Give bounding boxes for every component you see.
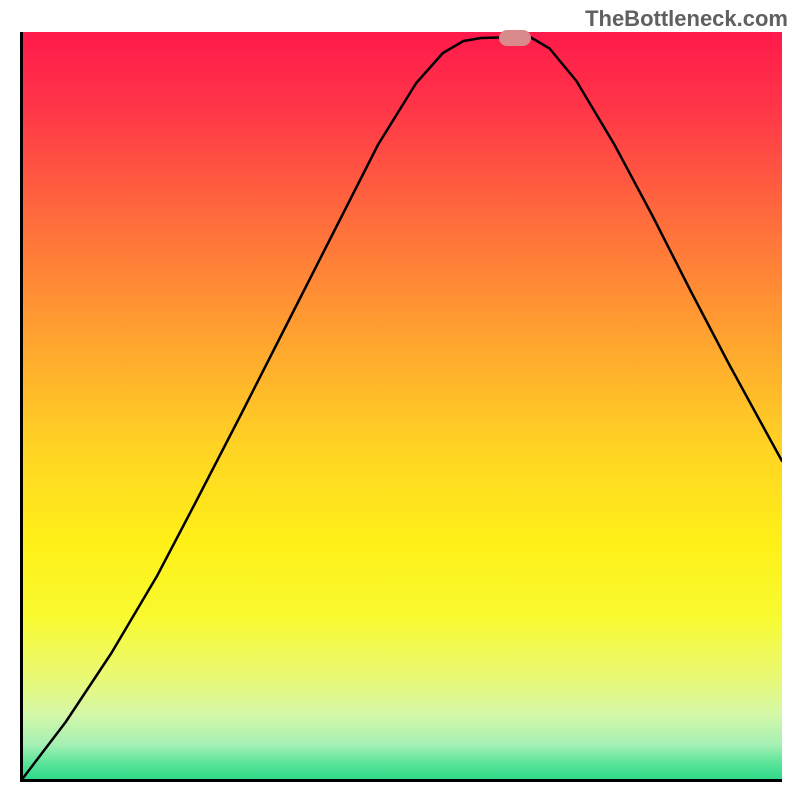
- chart-gradient-background: [20, 32, 782, 782]
- bottleneck-chart: TheBottleneck.com: [0, 0, 800, 800]
- watermark-text: TheBottleneck.com: [585, 6, 788, 32]
- optimal-point-marker: [499, 30, 531, 46]
